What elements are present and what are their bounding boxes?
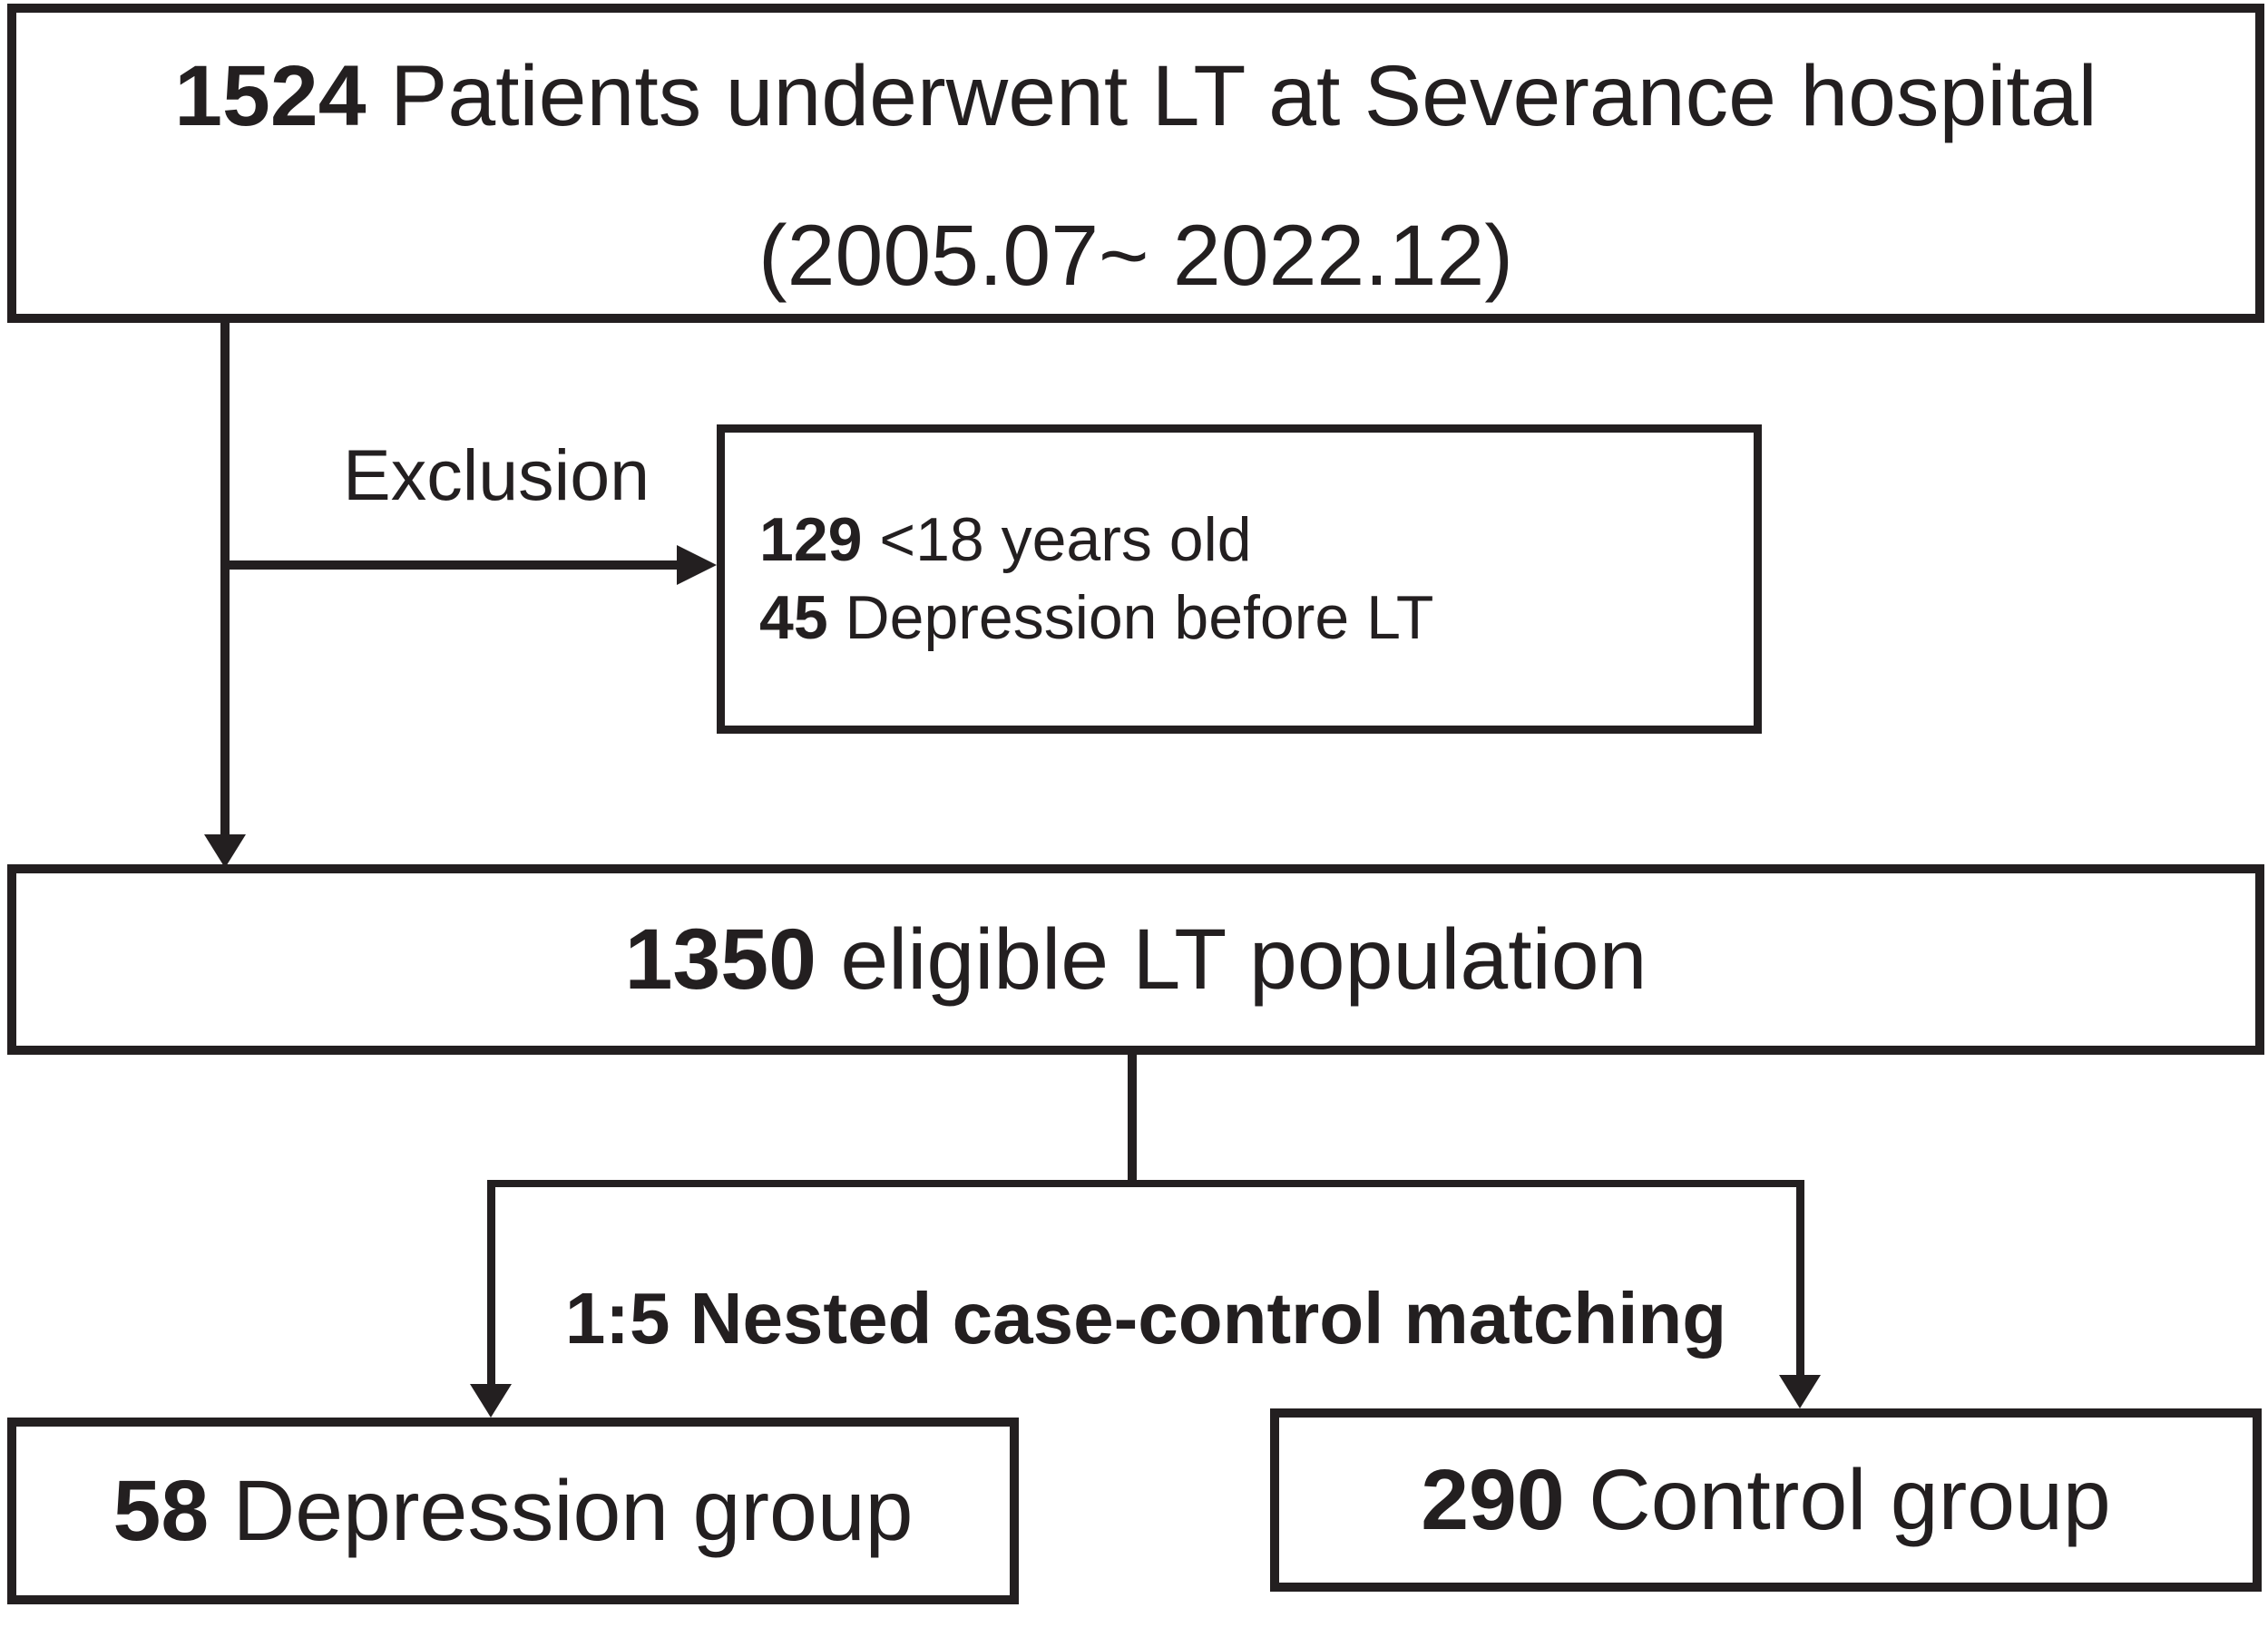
- box-exclusion: 129 <18 years old 45 Depression before L…: [717, 424, 1762, 734]
- arrowhead-right-exclusion-icon: [677, 545, 717, 585]
- arrowhead-down-eligible-icon: [204, 834, 246, 868]
- connector-eligible-to-branch: [1128, 1052, 1137, 1186]
- control-count: 290: [1421, 1451, 1565, 1548]
- matching-label: 1:5 Nested case-control matching: [564, 1278, 1727, 1359]
- depression-label: Depression group: [232, 1462, 914, 1559]
- arrowhead-down-control-icon: [1779, 1375, 1821, 1408]
- exclusion-label: Exclusion: [343, 434, 650, 515]
- study-period-text: (2005.07~ 2022.12): [758, 207, 1513, 304]
- exclusion-item-depression: 45 Depression before LT: [759, 580, 1433, 658]
- eligible-label: eligible LT population: [840, 911, 1647, 1008]
- connector-total-to-eligible: [220, 322, 230, 837]
- eligible-count: 1350: [624, 911, 816, 1008]
- exclusion-item-age: 129 <18 years old: [759, 502, 1252, 580]
- depression-group-text: 58 Depression group: [113, 1460, 914, 1562]
- exclusion-depression-label: Depression before LT: [845, 582, 1434, 652]
- box-total-patients: 1524 Patients underwent LT at Severance …: [7, 4, 2264, 323]
- branch-left-line: [487, 1180, 495, 1385]
- branch-right-line: [1796, 1180, 1804, 1376]
- control-group-text: 290 Control group: [1421, 1449, 2111, 1551]
- connector-to-exclusion: [220, 560, 679, 570]
- depression-count: 58: [112, 1462, 210, 1559]
- total-patients-text: 1524 Patients underwent LT at Severance …: [174, 45, 2097, 147]
- total-patients-count: 1524: [174, 48, 367, 144]
- exclusion-age-label: <18 years old: [879, 504, 1252, 574]
- eligible-population-text: 1350 eligible LT population: [625, 909, 1647, 1010]
- exclusion-age-count: 129: [759, 504, 863, 574]
- exclusion-depression-count: 45: [759, 582, 828, 652]
- box-depression-group: 58 Depression group: [7, 1418, 1019, 1604]
- total-patients-label: Patients underwent LT at Severance hospi…: [389, 48, 2097, 144]
- box-eligible-population: 1350 eligible LT population: [7, 864, 2264, 1055]
- arrowhead-down-depression-icon: [470, 1384, 512, 1418]
- box-control-group: 290 Control group: [1270, 1408, 2262, 1592]
- branch-horizontal-line: [487, 1180, 1804, 1187]
- control-label: Control group: [1589, 1451, 2111, 1548]
